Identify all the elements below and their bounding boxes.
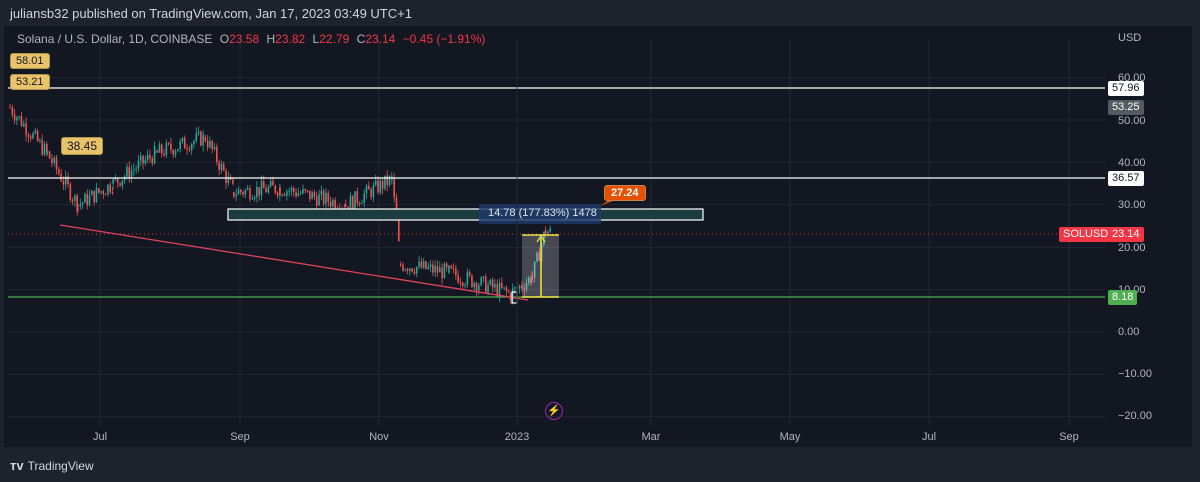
high-value: 23.82: [275, 32, 306, 46]
y-tick: −10.00: [1118, 368, 1152, 380]
x-tick: Nov: [369, 431, 389, 443]
level-tag-mid: 36.57: [1108, 171, 1144, 186]
change-value: −0.45 (−1.91%): [402, 32, 486, 46]
footer-brand: ᴛᴠ TradingView: [10, 458, 94, 473]
support-tag: 8.18: [1108, 290, 1138, 305]
trendline: [59, 224, 529, 301]
x-tick: Sep: [230, 431, 250, 443]
currency-label: USD: [1118, 32, 1142, 44]
publish-info: juliansb32 published on TradingView.com,…: [10, 6, 412, 21]
lightning-icon[interactable]: ⚡: [545, 402, 563, 420]
low-value: 22.79: [319, 32, 350, 46]
note-label[interactable]: 58.01: [10, 53, 50, 69]
level-tag-high: 57.96: [1108, 81, 1144, 96]
x-tick: Sep: [1059, 431, 1079, 443]
symbol-name: Solana / U.S. Dollar, 1D, COINBASE: [17, 32, 213, 46]
tradingview-logo-icon: ᴛᴠ: [10, 458, 24, 473]
symbol-tag: SOLUSD: [1059, 227, 1113, 242]
chart-pane[interactable]: [4, 26, 1092, 447]
x-tick: 2023: [504, 431, 530, 443]
y-tick: 20.00: [1118, 242, 1146, 254]
y-tick: 50.00: [1118, 115, 1146, 127]
last-price-tag: 23.14: [1108, 227, 1144, 242]
y-tick: −20.00: [1118, 410, 1152, 422]
symbol-legend: Solana / U.S. Dollar, 1D, COINBASE O23.5…: [17, 32, 486, 46]
open-value: 23.58: [229, 32, 260, 46]
y-tick: 0.00: [1118, 326, 1140, 338]
range-box: [227, 208, 704, 221]
prev-high-tag: 53.25: [1108, 100, 1144, 115]
x-tick: Jul: [92, 431, 108, 443]
y-tick: 40.00: [1118, 157, 1146, 169]
x-tick: Mar: [641, 431, 661, 443]
x-tick: Jul: [921, 431, 937, 443]
close-value: 23.14: [365, 32, 396, 46]
note-label[interactable]: 53.21: [10, 74, 50, 90]
note-label[interactable]: 38.45: [61, 137, 104, 155]
price-callout[interactable]: 27.24: [604, 185, 646, 201]
y-tick: 30.00: [1118, 199, 1146, 211]
x-tick: May: [779, 431, 801, 443]
measure-label: 14.78 (177.83%) 1478: [488, 207, 597, 219]
